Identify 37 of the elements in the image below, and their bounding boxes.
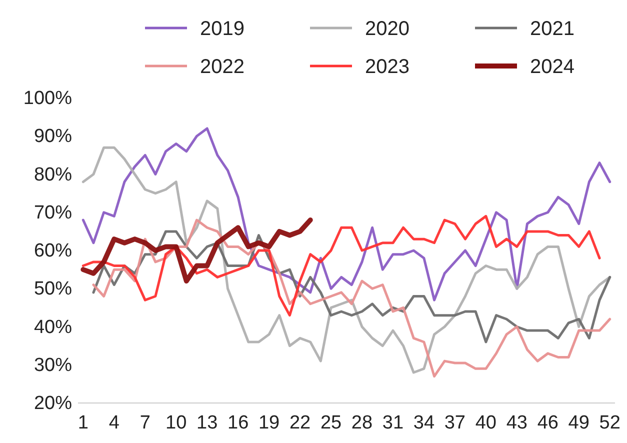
y-tick-label: 90% xyxy=(34,126,72,148)
legend-label: 2021 xyxy=(530,18,574,40)
line-series xyxy=(82,214,601,317)
y-tick-label: 100% xyxy=(23,88,72,110)
legend-label: 2022 xyxy=(200,56,244,78)
x-tick-label: 31 xyxy=(382,412,404,434)
y-tick-label: 50% xyxy=(34,278,72,300)
x-tick-label: 28 xyxy=(351,412,373,434)
x-tick-label: 22 xyxy=(289,412,311,434)
x-tick-label: 4 xyxy=(108,412,120,434)
y-tick-label: 70% xyxy=(34,202,72,224)
legend-label: 2023 xyxy=(365,56,410,78)
x-tick-label: 43 xyxy=(506,412,528,434)
x-tick-label: 46 xyxy=(537,412,558,434)
x-tick-label: 19 xyxy=(258,412,280,434)
x-tick-label: 10 xyxy=(166,412,187,434)
x-tick-label: 52 xyxy=(599,412,620,434)
line-series xyxy=(82,127,612,302)
x-tick-label: 7 xyxy=(140,412,150,434)
x-tick-label: 16 xyxy=(227,412,249,434)
x-tick-label: 1 xyxy=(78,412,88,434)
y-tick-label: 80% xyxy=(34,164,72,186)
y-tick-label: 60% xyxy=(34,240,72,262)
legend-label: 2019 xyxy=(200,18,244,40)
line-series xyxy=(82,146,612,374)
x-tick-label: 13 xyxy=(196,412,218,434)
y-tick-label: 40% xyxy=(34,316,72,338)
x-tick-label: 37 xyxy=(444,412,466,434)
line-series xyxy=(92,218,612,378)
y-tick-label: 30% xyxy=(34,354,72,376)
x-tick-label: 40 xyxy=(475,412,496,434)
legend-label: 2020 xyxy=(365,18,410,40)
x-tick-label: 25 xyxy=(320,412,342,434)
legend-label: 2024 xyxy=(530,56,574,78)
y-tick-label: 20% xyxy=(34,393,72,414)
x-tick-label: 34 xyxy=(413,412,435,434)
x-tick-label: 49 xyxy=(568,412,590,434)
